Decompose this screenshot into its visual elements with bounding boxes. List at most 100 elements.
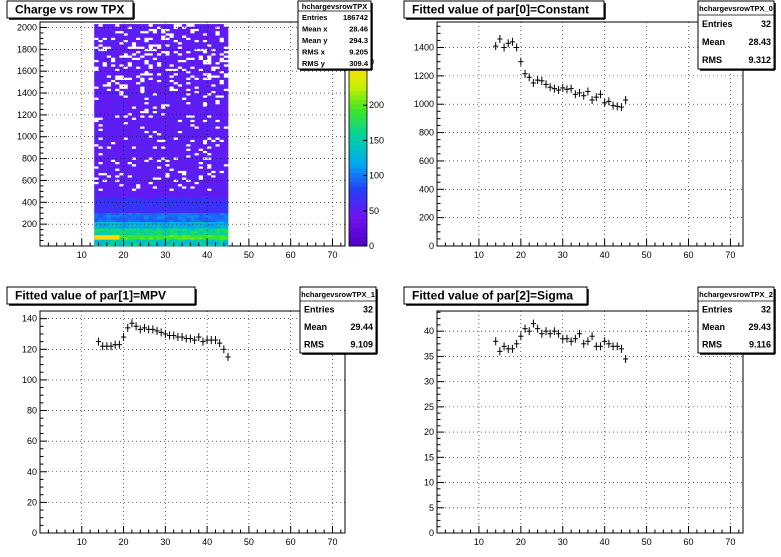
heatmap-cell xyxy=(211,239,216,242)
heatmap-cell xyxy=(186,128,191,131)
heatmap-cell xyxy=(115,170,120,174)
heatmap-cell xyxy=(127,75,133,78)
heatmap-cell xyxy=(144,223,149,227)
heatmap-cell xyxy=(156,237,162,240)
heatmap-cell xyxy=(123,223,129,227)
heatmap-cell xyxy=(111,55,116,58)
heatmap-cell xyxy=(115,84,120,87)
heatmap-cell xyxy=(127,219,133,222)
heatmap-cell xyxy=(169,61,174,65)
heatmap-cell xyxy=(211,72,216,76)
heatmap-cell xyxy=(152,214,158,218)
heatmap-cell xyxy=(127,186,133,189)
heatmap-cell xyxy=(94,221,99,225)
heatmap-cell xyxy=(115,199,120,202)
heatmap-cell xyxy=(98,206,103,209)
heatmap-cell xyxy=(140,214,145,218)
heatmap-cell xyxy=(177,115,183,118)
heatmap-cell xyxy=(131,166,137,169)
x-tick-label: 50 xyxy=(642,537,652,547)
heatmap-cell xyxy=(111,97,116,100)
heatmap-cell xyxy=(182,155,187,158)
heatmap-cell xyxy=(215,48,220,52)
heatmap-cell xyxy=(215,157,220,160)
heatmap-cell xyxy=(127,157,133,160)
heatmap-cell xyxy=(94,64,99,67)
heatmap-cell xyxy=(106,232,112,236)
heatmap-cell xyxy=(198,181,204,185)
heatmap-cell xyxy=(136,55,141,58)
heatmap-cell xyxy=(131,92,137,96)
heatmap-cell xyxy=(182,139,187,143)
heatmap-cell xyxy=(127,33,133,36)
heatmap-cell xyxy=(94,53,99,56)
heatmap-cell xyxy=(152,101,158,105)
heatmap-cell xyxy=(194,97,200,100)
heatmap-cell xyxy=(148,124,154,127)
heatmap-cell xyxy=(173,228,179,231)
data-point xyxy=(221,345,227,354)
heatmap-cell xyxy=(182,201,187,205)
heatmap-cell xyxy=(194,141,200,145)
heatmap-cell xyxy=(198,237,204,240)
heatmap-cell xyxy=(223,203,229,207)
heatmap-cell xyxy=(115,141,120,145)
stats-label: Mean xyxy=(702,37,725,47)
heatmap-cell xyxy=(223,39,229,43)
heatmap-cell xyxy=(148,239,154,242)
heatmap-cell xyxy=(106,179,112,182)
heatmap-cell xyxy=(182,210,187,214)
heatmap-cell xyxy=(161,55,166,58)
heatmap-cell xyxy=(190,219,195,222)
y-tick-label: 35 xyxy=(424,351,434,361)
heatmap-cell xyxy=(102,152,108,156)
heatmap-cell xyxy=(190,64,195,67)
heatmap-cell xyxy=(119,55,124,58)
heatmap-cell xyxy=(194,75,200,78)
heatmap-cell xyxy=(148,119,154,123)
heatmap-cell xyxy=(202,90,208,94)
heatmap-cell xyxy=(177,210,183,214)
heatmap-cell xyxy=(194,226,200,229)
y-tick-label: 1600 xyxy=(17,66,37,76)
heatmap-cell xyxy=(127,190,133,194)
heatmap-cell xyxy=(215,128,220,131)
heatmap-cell xyxy=(131,79,137,83)
heatmap-cell xyxy=(140,101,145,105)
heatmap-cell xyxy=(136,59,141,63)
heatmap-cell xyxy=(136,166,141,169)
heatmap-cell xyxy=(127,130,133,134)
heatmap-cell xyxy=(165,137,170,140)
heatmap-cell xyxy=(140,203,145,207)
heatmap-cell xyxy=(140,44,145,47)
heatmap-cell xyxy=(186,75,191,78)
heatmap-cell xyxy=(152,99,158,103)
heatmap-cell xyxy=(182,88,187,92)
heatmap-cell xyxy=(156,241,162,245)
heatmap-cell xyxy=(223,99,229,103)
heatmap-cell xyxy=(115,53,120,56)
heatmap-cell xyxy=(106,234,112,238)
heatmap-cell xyxy=(102,210,108,214)
heatmap-cell xyxy=(177,64,183,67)
heatmap-cell xyxy=(190,163,195,167)
heatmap-cell xyxy=(152,232,158,236)
heatmap-cell xyxy=(207,115,212,118)
heatmap-cell xyxy=(211,77,216,80)
heatmap-cell xyxy=(215,141,220,145)
heatmap-cell xyxy=(136,135,141,138)
heatmap-cell xyxy=(186,141,191,145)
heatmap-cell xyxy=(186,115,191,118)
heatmap-cell xyxy=(198,70,204,74)
heatmap-cell xyxy=(173,121,179,125)
heatmap-cell xyxy=(127,166,133,169)
heatmap-cell xyxy=(127,44,133,47)
heatmap-cell xyxy=(123,124,129,127)
data-point xyxy=(162,329,168,338)
heatmap-cell xyxy=(198,99,204,103)
heatmap-cell xyxy=(111,108,116,111)
heatmap-cell xyxy=(156,72,162,76)
heatmap-cell xyxy=(102,163,108,167)
heatmap-cell xyxy=(177,59,183,63)
